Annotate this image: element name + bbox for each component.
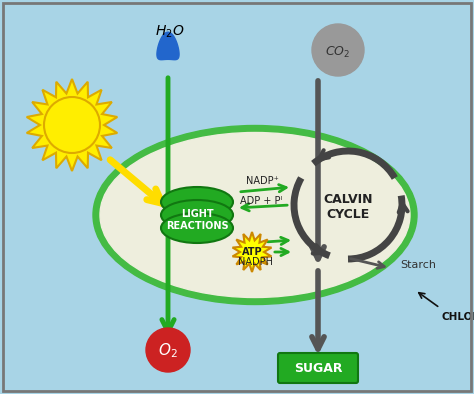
Text: $CO_2$: $CO_2$ — [326, 45, 351, 59]
Ellipse shape — [100, 132, 410, 297]
Text: ATP: ATP — [242, 247, 262, 257]
Text: SUGAR: SUGAR — [294, 362, 342, 375]
Text: LIGHT
REACTIONS: LIGHT REACTIONS — [166, 209, 228, 231]
Polygon shape — [233, 232, 272, 272]
Ellipse shape — [93, 126, 417, 305]
Text: CALVIN
CYCLE: CALVIN CYCLE — [323, 193, 373, 221]
Ellipse shape — [161, 187, 233, 217]
Text: CHLOROPLAST: CHLOROPLAST — [442, 312, 474, 322]
Circle shape — [146, 328, 190, 372]
Text: $O_2$: $O_2$ — [158, 342, 178, 361]
Polygon shape — [27, 79, 117, 171]
Text: NADP⁺: NADP⁺ — [246, 176, 278, 186]
Text: $H_2O$: $H_2O$ — [155, 24, 185, 40]
Text: Starch: Starch — [400, 260, 436, 270]
FancyBboxPatch shape — [278, 353, 358, 383]
Ellipse shape — [161, 200, 233, 230]
Text: ADP + Pᴵ: ADP + Pᴵ — [240, 196, 282, 206]
Text: NADPH: NADPH — [238, 257, 273, 267]
Circle shape — [44, 97, 100, 153]
Polygon shape — [157, 32, 179, 59]
Ellipse shape — [161, 213, 233, 243]
Circle shape — [312, 24, 364, 76]
